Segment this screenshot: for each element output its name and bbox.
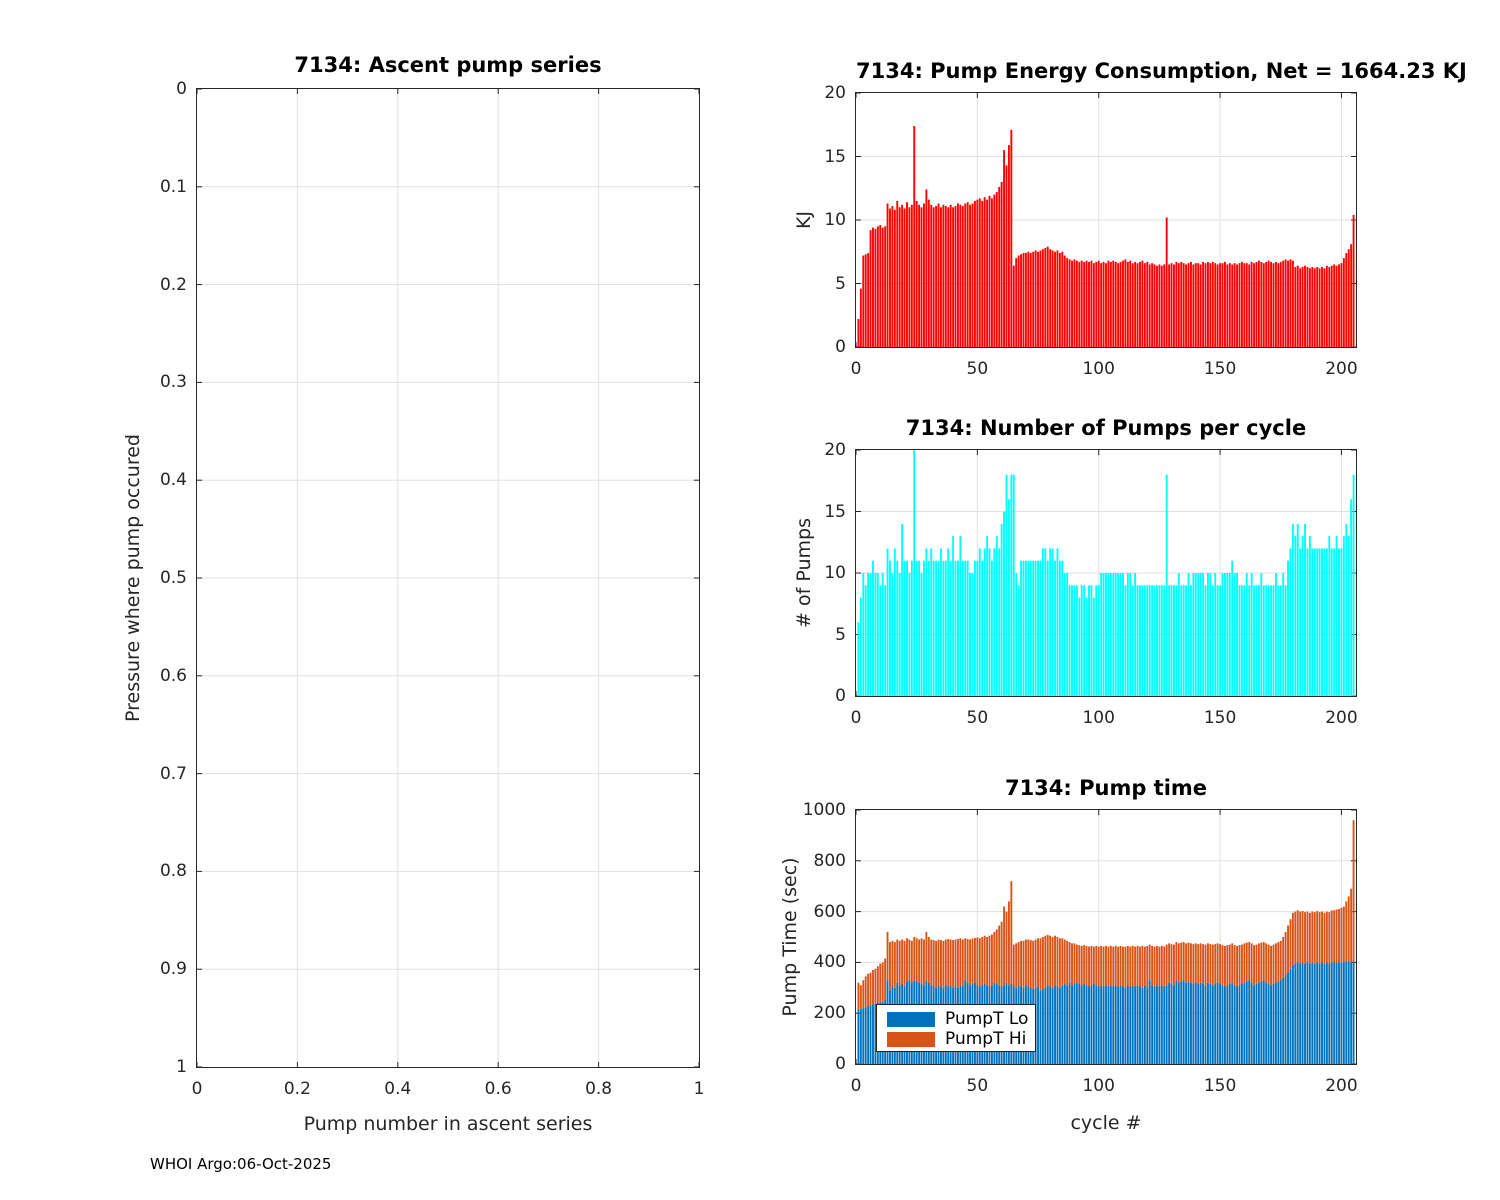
ascent-ytick-0.9: 0.9: [159, 959, 187, 980]
pumps-xtick-150: 150: [1203, 708, 1237, 728]
ascent-y-axis-label: Pressure where pump occured: [122, 434, 144, 722]
ascent-x-axis-label: Pump number in ascent series: [303, 1113, 593, 1135]
ascent-ytick-0.4: 0.4: [159, 470, 187, 491]
pumpt-hi-swatch: [887, 1031, 935, 1047]
ascent-pump-series-panel: 7134: Ascent pump series Pressure where …: [122, 53, 704, 1135]
ascent-ytick-0.6: 0.6: [159, 665, 187, 686]
energy-plot-area: 0 50 100 150 200 0 5 10 15 20: [824, 83, 1357, 379]
pumps-plot-area: 0 50 100 150 200 0 5 10 15 20: [824, 440, 1357, 728]
energy-xtick-150: 150: [1203, 359, 1237, 379]
pumptime-ytick-200: 200: [813, 1003, 846, 1024]
ascent-ytick-0.8: 0.8: [159, 861, 187, 882]
pumptime-ytick-600: 600: [813, 901, 846, 922]
pumpt-lo-swatch: [887, 1011, 935, 1027]
energy-y-axis-label: KJ: [793, 210, 815, 230]
pumptime-ytick-0: 0: [835, 1054, 846, 1074]
energy-xtick-200: 200: [1325, 359, 1358, 379]
pumps-panel-title: 7134: Number of Pumps per cycle: [905, 416, 1307, 440]
pumptime-xtick-50: 50: [966, 1076, 989, 1096]
pumps-ytick-5: 5: [835, 624, 846, 645]
pumptime-xtick-100: 100: [1082, 1076, 1115, 1096]
ascent-xtick-1: 1: [693, 1079, 705, 1099]
pumps-xtick-50: 50: [966, 708, 989, 728]
energy-ytick-20: 20: [824, 83, 846, 103]
pumps-xtick-100: 100: [1082, 708, 1115, 728]
ascent-ytick-0.5: 0.5: [159, 568, 187, 588]
pumps-ytick-0: 0: [835, 686, 846, 706]
legend-row-pumpt-hi: PumpT Hi: [887, 1029, 1027, 1049]
energy-consumption-panel: 7134: Pump Energy Consumption, Net = 166…: [793, 59, 1467, 379]
ascent-plot-area: 0 0.2 0.4 0.6 0.8 1 0 0.1 0.2 0.3 0.4 0.5 0.6 0.7 0.8 0…: [160, 79, 704, 1099]
pumps-chart-svg: [856, 450, 1356, 696]
ascent-ytick-1: 1: [176, 1057, 187, 1077]
energy-xtick-100: 100: [1082, 359, 1115, 379]
energy-panel-title: 7134: Pump Energy Consumption, Net = 166…: [856, 59, 1467, 83]
pumptime-xtick-200: 200: [1325, 1076, 1358, 1096]
energy-ytick-5: 5: [835, 273, 846, 294]
ascent-chart-svg: [197, 89, 699, 1067]
ascent-ytick-0.2: 0.2: [159, 274, 187, 295]
ascent-xtick-0.8: 0.8: [585, 1079, 613, 1099]
pumptime-ytick-1000: 1000: [802, 800, 846, 820]
pumptime-ytick-800: 800: [813, 850, 846, 871]
pumps-ytick-20: 20: [824, 440, 846, 460]
ascent-xtick-0.4: 0.4: [384, 1079, 412, 1099]
pumpt-lo-label: PumpT Lo: [945, 1009, 1029, 1029]
pump-time-panel: 7134: Pump time Pump Time (sec) cycle # …: [779, 776, 1358, 1134]
ascent-ytick-0.3: 0.3: [159, 372, 187, 393]
pumptime-ytick-400: 400: [813, 952, 846, 973]
pumpt-hi-label: PumpT Hi: [945, 1029, 1027, 1049]
ascent-panel-title: 7134: Ascent pump series: [294, 53, 602, 77]
energy-xtick-0: 0: [850, 359, 862, 379]
pump-time-y-axis-label: Pump Time (sec): [779, 857, 801, 1017]
pumps-per-cycle-panel: 7134: Number of Pumps per cycle # of Pum…: [793, 416, 1358, 728]
pump-time-x-axis-label: cycle #: [1070, 1112, 1142, 1134]
energy-ytick-0: 0: [835, 337, 846, 357]
energy-ytick-15: 15: [824, 146, 846, 167]
pumptime-xtick-0: 0: [850, 1076, 862, 1096]
ascent-xtick-0.6: 0.6: [484, 1079, 512, 1099]
pumptime-xtick-150: 150: [1203, 1076, 1237, 1096]
pumps-xtick-200: 200: [1325, 708, 1358, 728]
pumps-xtick-0: 0: [850, 708, 862, 728]
energy-xtick-50: 50: [966, 359, 989, 379]
ascent-ytick-0: 0: [176, 79, 187, 99]
ascent-ytick-0.7: 0.7: [159, 763, 187, 784]
footer-watermark: WHOI Argo:06-Oct-2025: [150, 1155, 332, 1173]
energy-ytick-10: 10: [824, 210, 846, 230]
energy-chart-svg: [856, 93, 1356, 347]
pumps-ytick-15: 15: [824, 501, 846, 522]
ascent-ytick-0.1: 0.1: [159, 176, 187, 197]
pump-time-legend: PumpT Lo PumpT Hi: [876, 1004, 1036, 1052]
ascent-xtick-0.2: 0.2: [283, 1079, 311, 1099]
legend-row-pumpt-lo: PumpT Lo: [887, 1009, 1029, 1029]
pump-time-panel-title: 7134: Pump time: [1004, 776, 1208, 800]
pumps-ytick-10: 10: [824, 563, 846, 583]
ascent-xtick-0: 0: [191, 1079, 203, 1099]
pumps-y-axis-label: # of Pumps: [793, 518, 815, 628]
